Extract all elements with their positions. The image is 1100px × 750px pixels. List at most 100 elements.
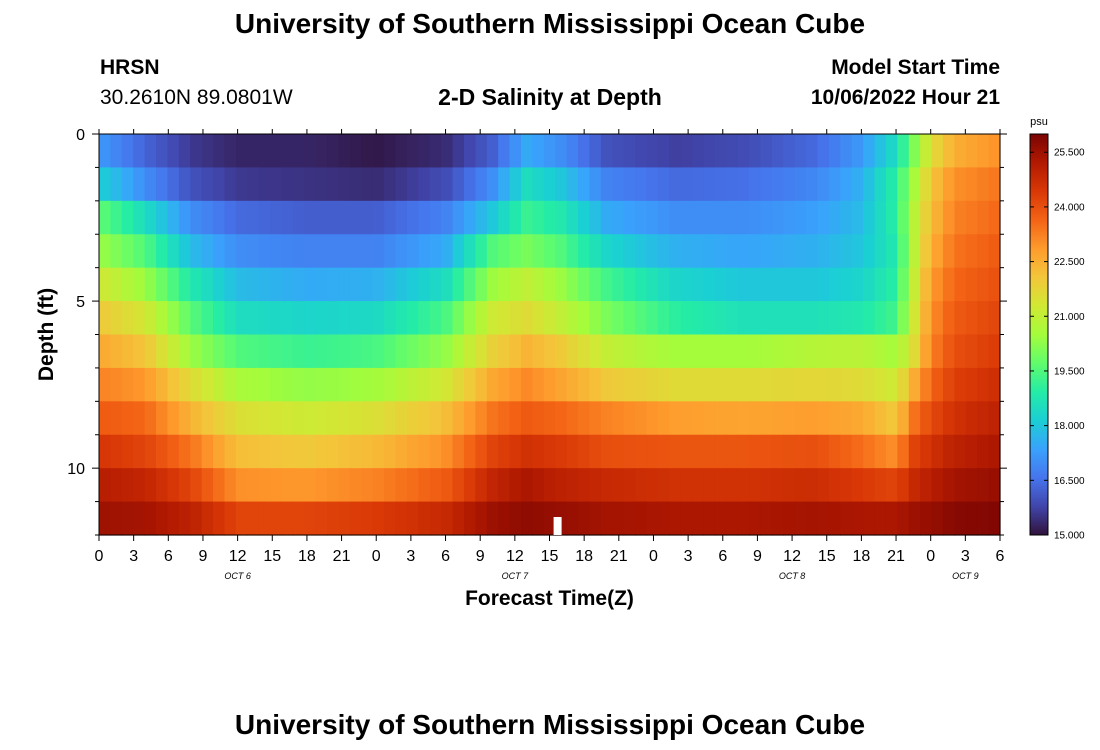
heatmap-cell <box>475 334 488 369</box>
heatmap-cell <box>931 367 944 402</box>
heatmap-cell <box>988 367 1001 402</box>
heatmap-cell <box>429 134 442 169</box>
heatmap-cell <box>726 367 739 402</box>
heatmap-cell <box>144 200 157 235</box>
heatmap-cell <box>612 401 625 436</box>
y-axis-label: Depth (ft) <box>35 288 58 381</box>
heatmap-cell <box>532 301 545 336</box>
heatmap-cell <box>965 301 978 336</box>
x-tick-label: 0 <box>372 548 381 565</box>
heatmap-cell <box>520 468 533 503</box>
heatmap-cell <box>361 134 374 169</box>
heatmap-cell <box>566 334 579 369</box>
heatmap-cell <box>543 134 556 169</box>
heatmap-cell <box>224 434 237 469</box>
heatmap-cell <box>578 367 591 402</box>
heatmap-cell <box>406 234 419 269</box>
heatmap-cell <box>828 334 841 369</box>
heatmap-cell <box>600 468 613 503</box>
heatmap-cell <box>726 167 739 202</box>
heatmap-cells <box>99 134 1001 536</box>
heatmap-cell <box>99 468 112 503</box>
heatmap-cell <box>817 267 830 302</box>
heatmap-cell <box>817 301 830 336</box>
heatmap-cell <box>885 401 898 436</box>
heatmap-cell <box>384 200 397 235</box>
heatmap-cell <box>897 200 910 235</box>
heatmap-cell <box>589 334 602 369</box>
heatmap-cell <box>760 167 773 202</box>
heatmap-cell <box>954 367 967 402</box>
heatmap-cell <box>110 401 123 436</box>
heatmap-cell <box>669 367 682 402</box>
y-tick-label: 5 <box>76 294 85 311</box>
x-tick-label: 21 <box>887 548 905 565</box>
heatmap-cell <box>395 167 408 202</box>
heatmap-cell <box>988 234 1001 269</box>
heatmap-cell <box>942 267 955 302</box>
heatmap-cell <box>806 468 819 503</box>
heatmap-cell <box>304 167 317 202</box>
heatmap-cell <box>498 267 511 302</box>
heatmap-cell <box>178 434 191 469</box>
heatmap-cell <box>555 334 568 369</box>
heatmap-cell <box>167 334 180 369</box>
heatmap-cell <box>304 501 317 536</box>
x-tick-label: 6 <box>164 548 173 565</box>
heatmap-cell <box>737 367 750 402</box>
heatmap-cell <box>771 434 784 469</box>
heatmap-cell <box>646 434 659 469</box>
heatmap-cell <box>361 468 374 503</box>
heatmap-cell <box>897 434 910 469</box>
heatmap-cell <box>669 234 682 269</box>
heatmap-cell <box>578 301 591 336</box>
heatmap-cell <box>954 134 967 169</box>
heatmap-cell <box>874 134 887 169</box>
heatmap-cell <box>920 434 933 469</box>
heatmap-cell <box>395 200 408 235</box>
heatmap-cell <box>418 267 431 302</box>
heatmap-cell <box>338 267 351 302</box>
heatmap-cell <box>874 501 887 536</box>
heatmap-cell <box>463 200 476 235</box>
heatmap-cell <box>942 301 955 336</box>
heatmap-cell <box>566 134 579 169</box>
heatmap-cell <box>509 267 522 302</box>
heatmap-cell <box>349 501 362 536</box>
heatmap-cell <box>555 234 568 269</box>
heatmap-cell <box>395 267 408 302</box>
heatmap-cell <box>441 200 454 235</box>
heatmap-cell <box>771 334 784 369</box>
heatmap-cell <box>361 334 374 369</box>
heatmap-cell <box>156 334 169 369</box>
heatmap-cell <box>908 301 921 336</box>
heatmap-cell <box>475 134 488 169</box>
heatmap-cell <box>99 134 112 169</box>
heatmap-cell <box>520 234 533 269</box>
heatmap-cell <box>201 134 214 169</box>
heatmap-cell <box>281 167 294 202</box>
heatmap-cell <box>384 234 397 269</box>
heatmap-cell <box>144 134 157 169</box>
heatmap-cell <box>406 267 419 302</box>
heatmap-cell <box>99 334 112 369</box>
heatmap-cell <box>589 200 602 235</box>
heatmap-cell <box>612 468 625 503</box>
heatmap-cell <box>133 468 146 503</box>
heatmap-cell <box>612 501 625 536</box>
heatmap-cell <box>680 334 693 369</box>
heatmap-cell <box>361 200 374 235</box>
heatmap-cell <box>646 301 659 336</box>
heatmap-cell <box>954 501 967 536</box>
heatmap-cell <box>201 367 214 402</box>
heatmap-cell <box>623 200 636 235</box>
heatmap-cell <box>669 468 682 503</box>
heatmap-cell <box>441 167 454 202</box>
heatmap-cell <box>429 167 442 202</box>
x-tick-label: 9 <box>476 548 485 565</box>
heatmap-cell <box>840 234 853 269</box>
heatmap-cell <box>349 134 362 169</box>
heatmap-cell <box>406 468 419 503</box>
heatmap-cell <box>532 200 545 235</box>
